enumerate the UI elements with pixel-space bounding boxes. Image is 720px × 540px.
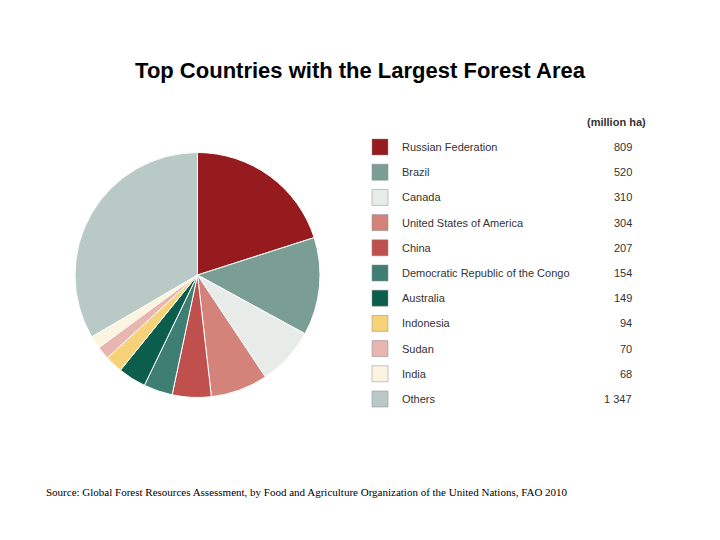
- svg-text:809: 809: [614, 141, 632, 153]
- svg-text:Others: Others: [402, 393, 436, 405]
- svg-text:94: 94: [620, 317, 632, 329]
- svg-text:Top Countries with the Largest: Top Countries with the Largest Forest Ar…: [135, 58, 586, 83]
- svg-text:304: 304: [614, 217, 632, 229]
- svg-text:Democratic Republic of the Con: Democratic Republic of the Congo: [402, 267, 570, 279]
- svg-text:70: 70: [620, 343, 632, 355]
- svg-text:Brazil: Brazil: [402, 166, 430, 178]
- svg-text:(million ha): (million ha): [587, 116, 646, 128]
- svg-text:207: 207: [614, 242, 632, 254]
- svg-text:1 347: 1 347: [604, 393, 632, 405]
- svg-text:Australia: Australia: [402, 292, 446, 304]
- svg-text:68: 68: [620, 368, 632, 380]
- svg-text:China: China: [402, 242, 432, 254]
- svg-text:India: India: [402, 368, 427, 380]
- svg-text:149: 149: [614, 292, 632, 304]
- svg-text:United States of America: United States of America: [402, 217, 524, 229]
- svg-text:520: 520: [614, 166, 632, 178]
- svg-text:Source: Global Forest Resource: Source: Global Forest Resources Assessme…: [46, 486, 568, 498]
- svg-text:Russian Federation: Russian Federation: [402, 141, 497, 153]
- svg-text:Canada: Canada: [402, 191, 441, 203]
- svg-text:154: 154: [614, 267, 632, 279]
- svg-text:310: 310: [614, 191, 632, 203]
- svg-text:Indonesia: Indonesia: [402, 317, 451, 329]
- svg-text:Sudan: Sudan: [402, 343, 434, 355]
